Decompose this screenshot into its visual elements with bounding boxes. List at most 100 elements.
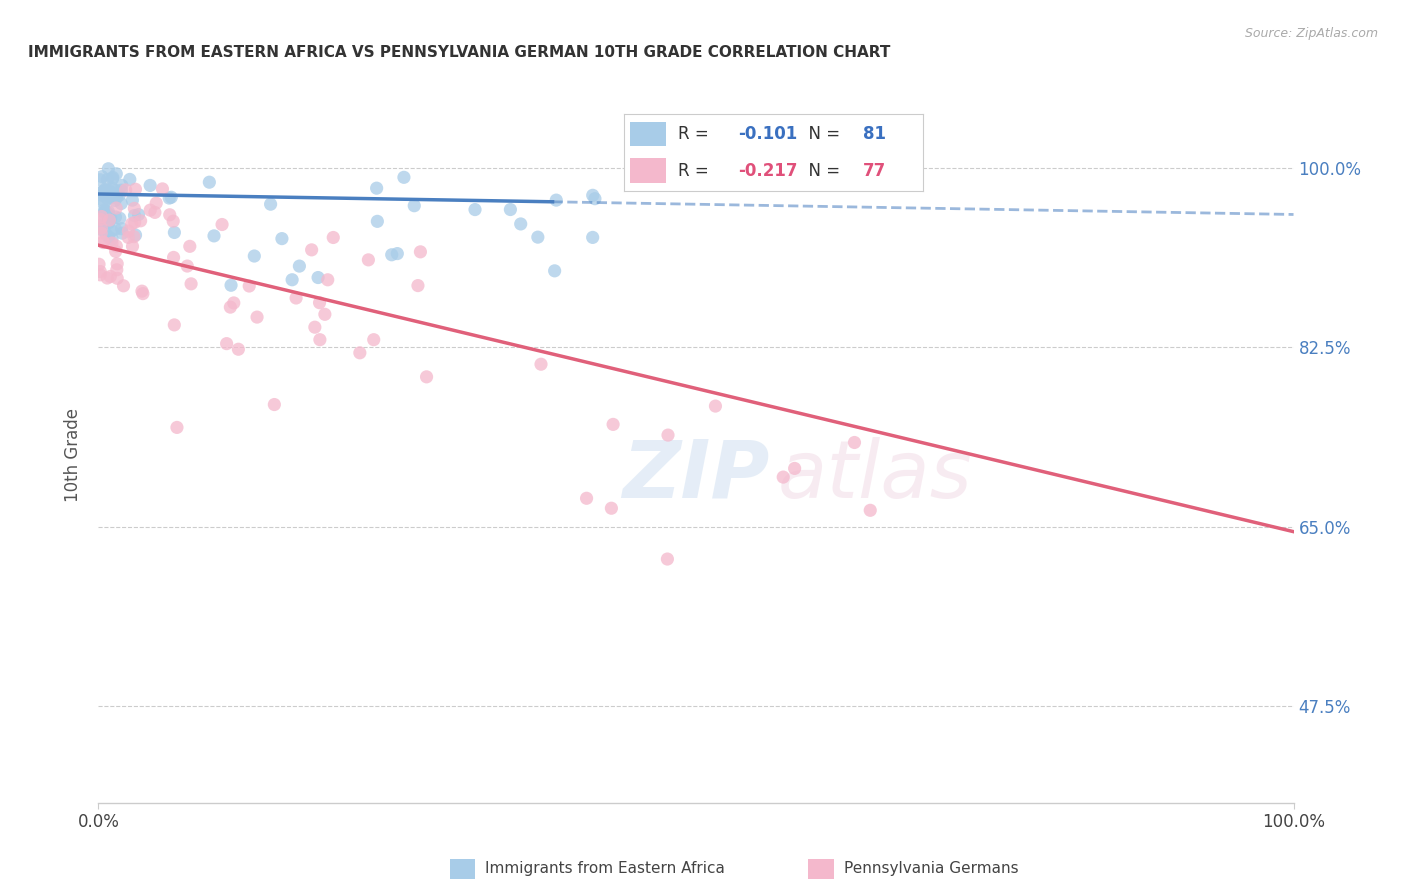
Point — [387, 246, 409, 260]
Point — [844, 435, 866, 450]
Point — [124, 182, 146, 196]
Point — [162, 214, 184, 228]
Point — [104, 194, 127, 208]
Point — [105, 257, 128, 271]
Point — [363, 333, 385, 347]
Point — [583, 192, 606, 206]
Point — [160, 190, 183, 204]
Point — [176, 259, 198, 273]
Point — [90, 186, 112, 200]
Point — [101, 172, 124, 186]
Point — [124, 202, 146, 216]
Point — [105, 167, 128, 181]
Point — [129, 214, 152, 228]
Point — [117, 224, 139, 238]
Point — [575, 491, 598, 506]
Point — [96, 271, 118, 285]
Point — [163, 226, 186, 240]
Point — [121, 239, 143, 253]
Point — [104, 210, 127, 224]
Point — [90, 188, 112, 202]
Point — [93, 203, 115, 218]
Point — [124, 215, 146, 229]
Point — [366, 214, 388, 228]
Point — [98, 185, 121, 199]
Point — [285, 291, 308, 305]
Point — [98, 186, 121, 200]
Point — [91, 194, 114, 208]
Point — [98, 269, 121, 284]
Point — [94, 227, 117, 241]
Point — [543, 264, 565, 278]
Point — [87, 257, 110, 271]
Point — [89, 212, 111, 227]
Point — [530, 357, 553, 371]
Point — [105, 190, 128, 204]
Point — [97, 216, 120, 230]
Point — [602, 417, 624, 432]
Point — [97, 161, 120, 176]
Point — [91, 169, 114, 184]
Point — [117, 230, 139, 244]
Point — [582, 188, 605, 202]
Text: Pennsylvania Germans: Pennsylvania Germans — [844, 862, 1018, 876]
Point — [307, 270, 329, 285]
Point — [546, 193, 568, 207]
Point — [124, 209, 146, 223]
Point — [94, 183, 117, 197]
Point — [105, 271, 128, 285]
Point — [772, 470, 794, 484]
Point — [152, 182, 174, 196]
Point — [132, 286, 155, 301]
Point — [100, 190, 122, 204]
Point — [304, 320, 326, 334]
Point — [94, 205, 117, 219]
Point — [89, 264, 111, 278]
Point — [108, 188, 131, 202]
Point — [509, 217, 531, 231]
Point — [96, 172, 118, 186]
Point — [415, 369, 437, 384]
Point — [96, 192, 118, 206]
Point — [105, 239, 128, 253]
Point — [89, 173, 111, 187]
Point — [139, 178, 162, 193]
Y-axis label: 10th Grade: 10th Grade — [65, 408, 83, 502]
Point — [499, 202, 522, 217]
Point — [97, 204, 120, 219]
Point — [93, 235, 115, 250]
Point — [97, 216, 120, 230]
Point — [105, 201, 128, 215]
Point — [104, 184, 127, 198]
Point — [100, 224, 122, 238]
Point — [180, 277, 202, 291]
Point — [219, 278, 242, 293]
Text: Immigrants from Eastern Africa: Immigrants from Eastern Africa — [485, 862, 725, 876]
Point — [90, 222, 112, 236]
Point — [101, 236, 124, 251]
Point — [101, 232, 124, 246]
Point — [91, 184, 114, 198]
Point — [219, 300, 242, 314]
Point — [308, 295, 330, 310]
Point — [198, 175, 221, 189]
Point — [93, 196, 115, 211]
Point — [94, 211, 117, 225]
Point — [89, 268, 111, 282]
Point — [114, 183, 136, 197]
Point — [111, 178, 134, 193]
Text: Source: ZipAtlas.com: Source: ZipAtlas.com — [1244, 27, 1378, 40]
Point — [600, 501, 623, 516]
Point — [111, 226, 134, 240]
Point — [215, 336, 238, 351]
Point — [118, 172, 141, 186]
Point — [246, 310, 269, 324]
Point — [145, 196, 167, 211]
Point — [112, 278, 135, 293]
Point — [110, 221, 132, 235]
Point — [139, 203, 162, 218]
Point — [301, 243, 323, 257]
Point — [211, 218, 233, 232]
Point — [110, 196, 132, 211]
Point — [316, 273, 339, 287]
